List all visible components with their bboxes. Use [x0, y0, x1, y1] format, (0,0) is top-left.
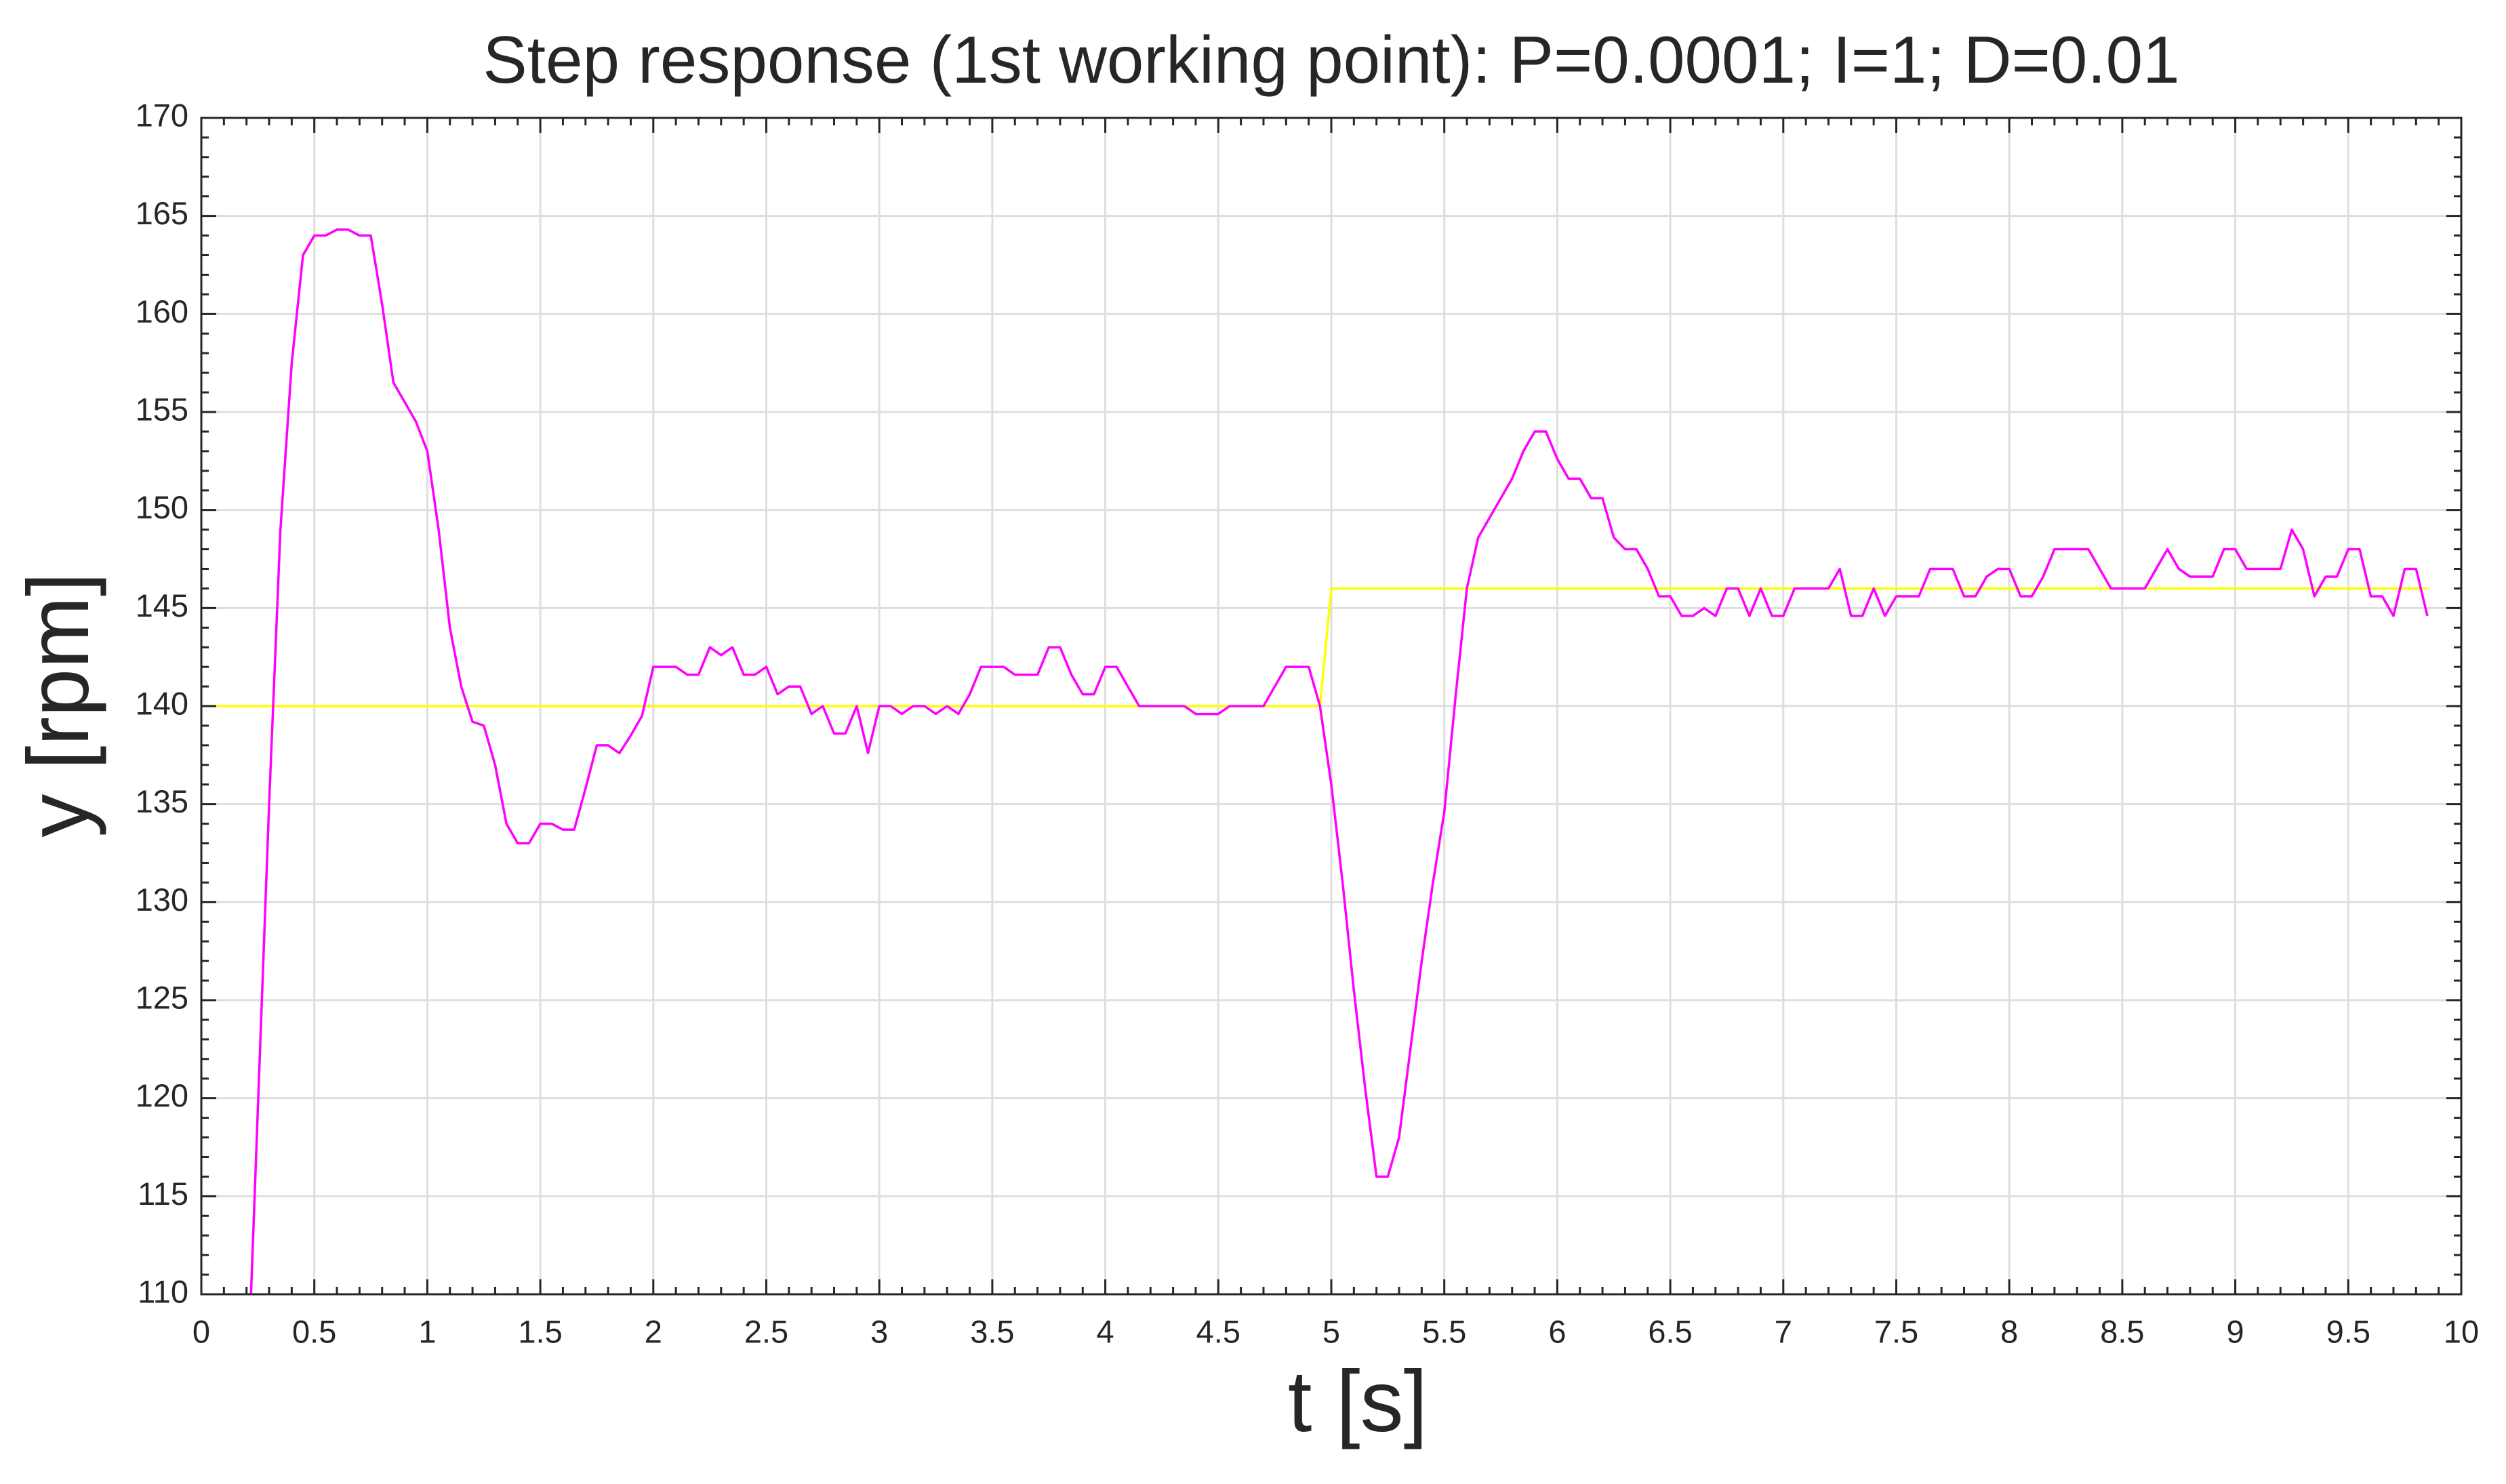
y-tick-label: 140 [136, 685, 188, 721]
y-tick-label: 125 [136, 979, 188, 1015]
y-tick-label: 150 [136, 489, 188, 525]
y-tick-label: 120 [136, 1077, 188, 1113]
x-tick-label: 6.5 [1648, 1313, 1692, 1349]
x-tick-label: 0 [193, 1313, 210, 1349]
y-tick-label: 170 [136, 97, 188, 133]
x-tick-label: 7.5 [1874, 1313, 1918, 1349]
x-tick-label: 3.5 [970, 1313, 1014, 1349]
x-tick-label: 10 [2444, 1313, 2479, 1349]
x-tick-label: 3 [870, 1313, 888, 1349]
axes-frame [200, 117, 2463, 1296]
x-tick-label: 8 [2000, 1313, 2018, 1349]
x-tick-label: 0.5 [292, 1313, 336, 1349]
series-line [249, 228, 2429, 1294]
series-line [201, 587, 2427, 707]
x-tick-label: 5.5 [1422, 1313, 1466, 1349]
x-tick-label: 4.5 [1196, 1313, 1240, 1349]
y-tick-label: 130 [136, 882, 188, 918]
x-tick-label: 2 [645, 1313, 662, 1349]
x-tick-label: 1 [418, 1313, 436, 1349]
y-tick-label: 165 [136, 195, 188, 231]
y-tick-label: 145 [136, 588, 188, 623]
x-tick-label: 1.5 [518, 1313, 562, 1349]
y-tick-label: 115 [138, 1176, 188, 1212]
x-tick-label: 7 [1775, 1313, 1792, 1349]
x-tick-label: 5 [1322, 1313, 1340, 1349]
x-tick-label: 2.5 [744, 1313, 788, 1349]
x-tick-label: 8.5 [2100, 1313, 2144, 1349]
y-tick-label: 110 [138, 1273, 188, 1309]
x-tick-label: 9.5 [2326, 1313, 2370, 1349]
y-tick-label: 160 [136, 293, 188, 329]
y-axis-label: y [rpm] [10, 572, 107, 837]
x-tick-label: 4 [1097, 1313, 1114, 1349]
y-tick-label: 155 [136, 391, 188, 427]
lines [201, 228, 2429, 1294]
x-tick-label: 9 [2227, 1313, 2244, 1349]
y-tick-label: 135 [136, 783, 188, 819]
x-axis-label: t [s] [1288, 1353, 1428, 1450]
x-tick-label: 6 [1548, 1313, 1566, 1349]
chart-title: Step response (1st working point): P=0.0… [483, 22, 2179, 97]
axes: 0 0.5 1 1.5 2 2.5 3 3.5 4 4.5 5 5.5 6 6.5 7 7.5 8 8.5 9 9.5… [136, 97, 2480, 1349]
